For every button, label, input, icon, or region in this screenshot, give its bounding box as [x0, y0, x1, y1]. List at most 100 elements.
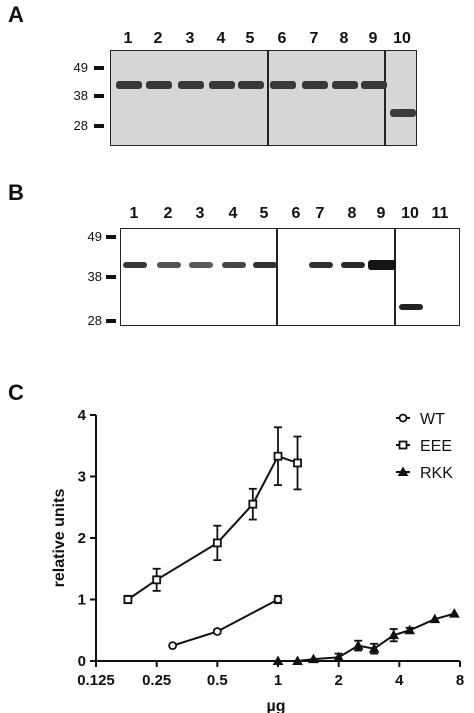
panel-b-lane-label: 2	[163, 205, 173, 222]
panel-b-lane-label: 10	[401, 205, 419, 222]
panel-a-mw-tick-49	[94, 66, 104, 70]
panel-b-mw-49: 49	[87, 229, 102, 244]
panel-a-band	[332, 80, 358, 89]
series-eee-point	[212, 538, 222, 548]
x-tick-label: 0.125	[77, 672, 115, 689]
series-rkk-point	[388, 629, 400, 640]
panel-b-lane-label: 5	[259, 205, 269, 222]
series-eee-point	[152, 575, 162, 585]
panel-a-mw-28: 28	[73, 118, 88, 133]
series-rkk-point	[368, 643, 380, 653]
panel-a-mw-tick-38	[94, 94, 104, 98]
panel-a-lane-label: 3	[185, 30, 195, 47]
panel-c-letter: C	[8, 380, 24, 405]
series-rkk-point	[308, 653, 319, 664]
series-wt-point	[168, 641, 178, 651]
panel-b-lane-label: 6	[291, 205, 301, 222]
panel-b-band	[399, 303, 423, 310]
panel-a-lane-label: 6	[277, 30, 287, 47]
panel-a-lane-label: 8	[339, 30, 349, 47]
panel-b-band	[368, 260, 396, 271]
series-rkk-point	[429, 613, 441, 624]
panel-b-band	[157, 262, 181, 269]
panel-a-band	[116, 80, 142, 89]
panel-a-letter: A	[8, 2, 24, 27]
panel-b-mw-28: 28	[87, 313, 102, 328]
panel-a-mw-49: 49	[73, 60, 88, 75]
x-axis-label: µg	[267, 698, 286, 713]
x-tick-label: 2	[334, 672, 342, 689]
series-rkk-point	[333, 651, 345, 662]
panel-b-blot	[120, 228, 460, 326]
series-rkk-point	[352, 640, 364, 650]
panel-c-chart: 0 1 2 3 4 0.125 0.25 0.5 1 2 4 8 µg relative units WT E…	[51, 407, 464, 713]
y-axis-label: relative units	[51, 489, 68, 588]
panel-b-band	[253, 262, 277, 269]
x-tick-label: 4	[395, 672, 404, 689]
legend-wt-marker	[398, 413, 408, 423]
panel-a-band	[238, 80, 264, 89]
panel-a-lane-label: 5	[245, 30, 255, 47]
legend-wt-label: WT	[420, 411, 445, 428]
y-tick-label: 1	[78, 592, 86, 609]
panel-a-mw-38: 38	[73, 88, 88, 103]
panel-a-band	[390, 109, 416, 117]
panel-b-lane-label: 11	[431, 205, 449, 222]
panel-b-lane-label: 3	[195, 205, 205, 222]
panel-a-divider-2	[384, 51, 386, 145]
panel-b-divider-1	[276, 229, 278, 325]
y-tick-label: 2	[78, 530, 86, 547]
panel-a-band	[270, 80, 296, 89]
panel-b-mw-tick-49	[106, 235, 116, 239]
legend-rkk-label: RKK	[420, 465, 453, 482]
panel-b-letter: B	[8, 180, 24, 205]
series-eee-point	[273, 451, 283, 461]
series-eee-point	[123, 595, 133, 604]
y-tick-label: 0	[78, 653, 86, 670]
panel-a-band	[146, 80, 172, 89]
panel-b-mw-tick-28	[106, 319, 116, 323]
panel-b-mw-tick-38	[106, 275, 116, 279]
panel-b-band	[309, 262, 333, 269]
legend-rkk-marker	[397, 466, 409, 476]
panel-a-lane-label: 2	[153, 30, 163, 47]
series-wt-point	[273, 595, 283, 604]
series-eee-point	[248, 499, 258, 509]
panel-b-lane-label: 1	[129, 205, 139, 222]
panel-a-mw-tick-28	[94, 124, 104, 128]
series-rkk-line	[278, 612, 455, 662]
panel-a-gel	[110, 50, 417, 146]
panel-b-divider-2	[394, 229, 396, 325]
legend-eee-label: EEE	[420, 438, 452, 455]
x-tick-label: 1	[274, 672, 282, 689]
panel-a-band	[361, 80, 387, 89]
panel-a-band	[178, 80, 204, 89]
series-rkk-point	[292, 655, 303, 665]
panel-b-band	[189, 262, 213, 269]
panel-a-divider-1	[267, 51, 269, 145]
panel-a-band	[209, 80, 235, 89]
x-tick-label: 0.5	[207, 672, 228, 689]
legend-eee-marker	[398, 440, 408, 450]
panel-b-band	[123, 262, 147, 269]
panel-b-mw-38: 38	[87, 269, 102, 284]
panel-b-lane-label: 8	[347, 205, 357, 222]
panel-a-lane-label: 10	[393, 30, 411, 47]
panel-b-lane-label: 4	[228, 205, 238, 222]
panel-a-lane-label: 7	[309, 30, 319, 47]
series-rkk-point	[272, 655, 284, 665]
series-rkk-point	[448, 608, 460, 618]
series-wt-point	[212, 627, 222, 636]
y-tick-label: 4	[78, 407, 87, 424]
x-tick-label: 0.25	[142, 672, 171, 689]
panel-a-lane-label: 9	[368, 30, 378, 47]
series-rkk-point	[404, 624, 415, 635]
panel-b-lane-label: 7	[315, 205, 325, 222]
panel-b-band	[222, 262, 246, 269]
y-tick-label: 3	[78, 469, 86, 486]
series-eee-point	[293, 458, 302, 468]
panel-a-band	[302, 80, 328, 89]
x-tick-label: 8	[456, 672, 464, 689]
series-wt-line	[172, 598, 279, 647]
panel-b-lane-label: 9	[376, 205, 386, 222]
